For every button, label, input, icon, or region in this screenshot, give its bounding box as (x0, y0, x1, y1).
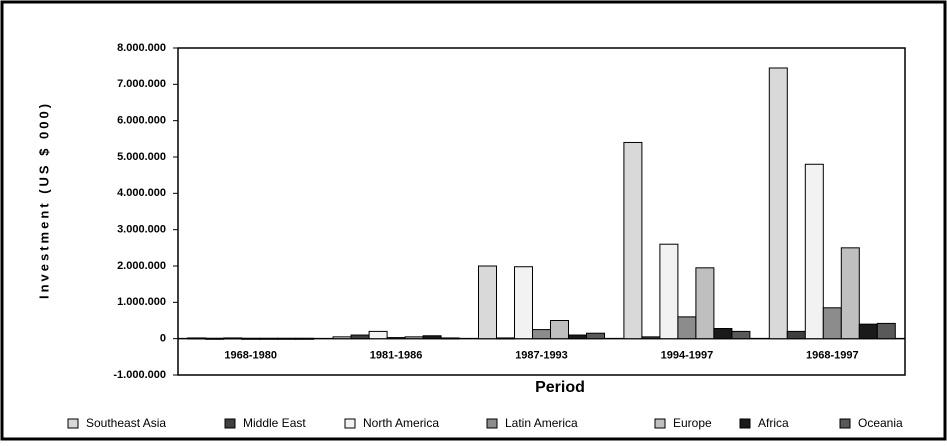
bar (241, 337, 261, 340)
y-tick-label: 6.000.000 (117, 115, 166, 127)
bar (532, 329, 551, 340)
y-tick-label: 0 (160, 333, 166, 345)
bar (623, 141, 643, 340)
bar (478, 265, 497, 340)
legend-swatch (486, 418, 498, 429)
bar (840, 247, 860, 340)
bar (514, 266, 533, 340)
bar (277, 337, 297, 340)
bar (259, 337, 279, 340)
bar (858, 323, 878, 340)
bar (205, 337, 225, 340)
legend-label: Europe (673, 416, 712, 430)
bar (350, 334, 370, 340)
legend-label: North America (363, 416, 439, 430)
bar (422, 335, 442, 340)
y-tick-label: 5.000.000 (117, 151, 166, 163)
x-tick-label: 1981-1986 (370, 350, 423, 362)
legend-swatch (739, 418, 751, 429)
bar (659, 243, 679, 340)
y-tick-label: 4.000.000 (117, 187, 166, 199)
y-tick-label: 3.000.000 (117, 224, 166, 236)
bar (386, 337, 406, 340)
bar (332, 336, 352, 340)
bar (404, 336, 424, 340)
x-tick-label: 1968-1997 (806, 350, 859, 362)
plot-area (177, 47, 906, 376)
x-tick-label: 1968-1980 (224, 350, 277, 362)
bar (550, 320, 569, 340)
y-tick-label: 8.000.000 (117, 42, 166, 54)
bar (440, 337, 460, 340)
bar (187, 337, 207, 340)
bar (713, 327, 733, 340)
x-axis-label: Period (535, 379, 585, 396)
bar (496, 337, 515, 340)
bar (368, 330, 388, 340)
bar (223, 337, 243, 340)
bar (786, 330, 806, 340)
bar (731, 330, 751, 340)
bar (586, 332, 605, 340)
bar (295, 337, 315, 340)
legend-swatch (344, 418, 356, 429)
legend-swatch (67, 418, 79, 429)
bar (641, 336, 661, 340)
legend-label: Oceania (858, 416, 903, 430)
legend-label: Latin America (505, 416, 578, 430)
bar (677, 316, 697, 340)
bar (822, 307, 842, 340)
legend-label: Southeast Asia (86, 416, 166, 430)
x-tick-label: 1987-1993 (515, 350, 568, 362)
y-tick-label: 7.000.000 (117, 78, 166, 90)
bar (695, 267, 715, 340)
legend-label: Africa (758, 416, 789, 430)
legend-label: Middle East (243, 416, 306, 430)
y-tick-label: 2.000.000 (117, 260, 166, 272)
y-tick-label: 1.000.000 (117, 296, 166, 308)
bar (768, 67, 788, 340)
bar (876, 322, 896, 340)
x-tick-label: 1994-1997 (661, 350, 714, 362)
bar (804, 163, 824, 340)
y-tick-label: -1.000.000 (113, 369, 166, 381)
legend-swatch (224, 418, 236, 429)
y-axis-label: Investment (US $ 000) (36, 101, 51, 299)
legend-swatch (839, 418, 851, 429)
bar (568, 334, 587, 340)
legend-swatch (654, 418, 666, 429)
